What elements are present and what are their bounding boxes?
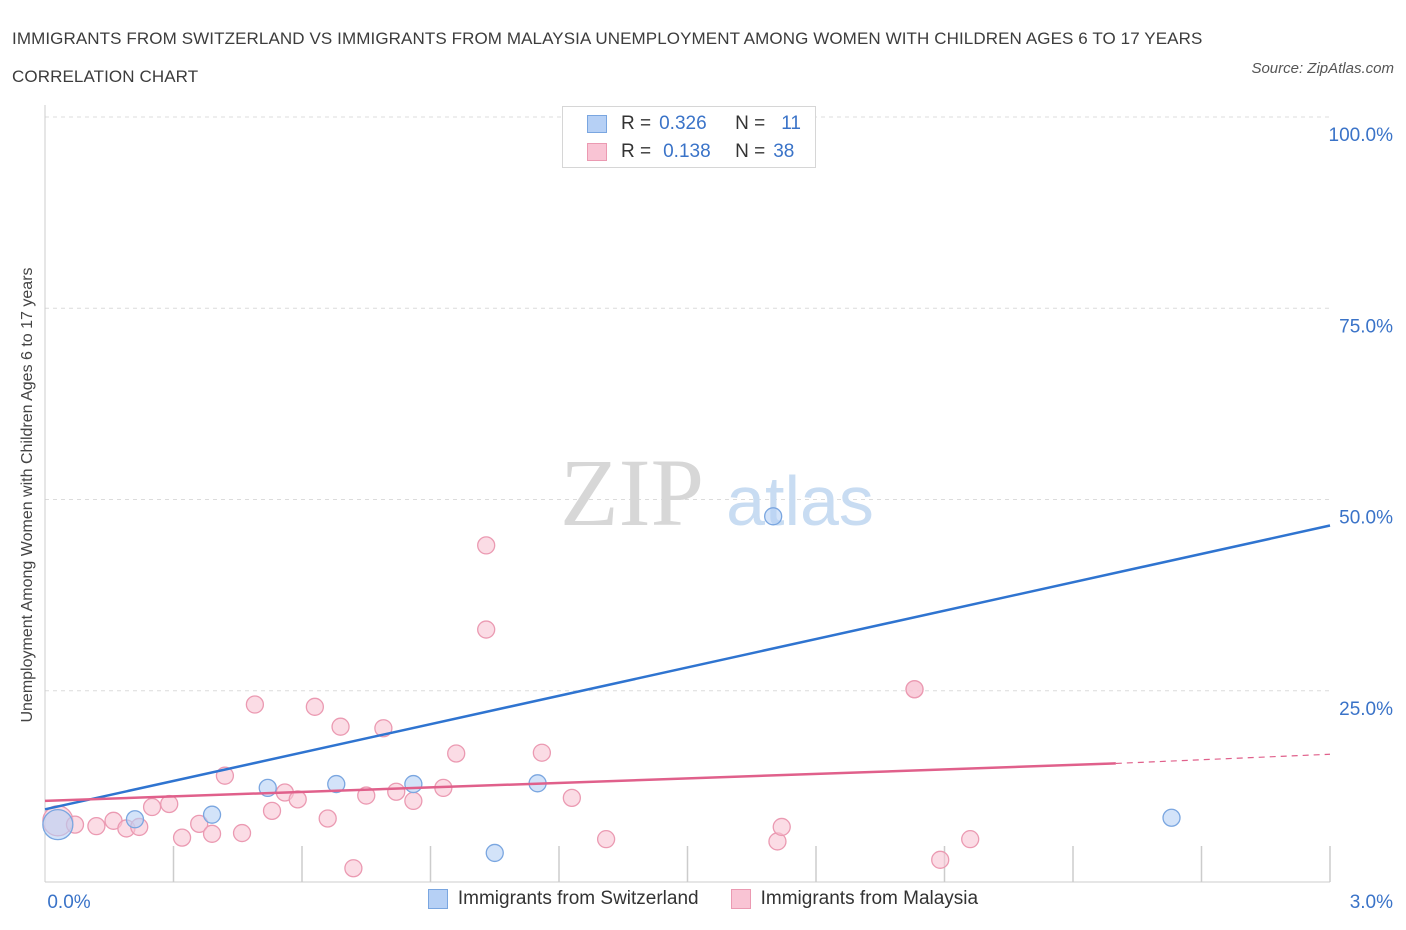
legend-row-malaysia: R = 0.138 N = 38 xyxy=(587,140,794,164)
point-malaysia xyxy=(447,744,466,763)
trend-lines xyxy=(44,524,1331,811)
point-malaysia xyxy=(232,823,252,843)
point-malaysia xyxy=(387,782,406,801)
y-tick-label: 75.0% xyxy=(1339,316,1393,337)
x-tick-label: 0.0% xyxy=(47,892,90,913)
watermark-atlas: atlas xyxy=(726,462,874,540)
legend-item-malaysia: Immigrants from Malaysia xyxy=(730,888,979,910)
legend-n-value: 38 xyxy=(773,141,795,162)
trend-line-malaysia-extension xyxy=(1115,753,1331,765)
point-malaysia xyxy=(772,817,791,837)
legend-n-label: N = xyxy=(735,113,766,134)
point-malaysia xyxy=(931,850,950,869)
legend-item-switzerland: Immigrants from Switzerland xyxy=(427,888,699,910)
legend-swatch-switzerland xyxy=(587,115,607,133)
point-malaysia xyxy=(961,830,980,849)
point-switzerland xyxy=(42,808,74,841)
point-malaysia xyxy=(344,859,363,878)
point-malaysia xyxy=(318,809,337,828)
point-malaysia xyxy=(905,680,924,699)
legend-n-label: N = xyxy=(735,141,766,162)
chart-title: IMMIGRANTS FROM SWITZERLAND VS IMMIGRANT… xyxy=(12,29,1203,86)
source-label: Source: ZipAtlas.com xyxy=(1251,60,1394,77)
point-malaysia xyxy=(172,828,192,847)
legend-r-value: 0.326 xyxy=(659,113,707,134)
trend-line-switzerland xyxy=(44,524,1331,811)
point-malaysia xyxy=(532,743,552,762)
point-switzerland xyxy=(764,507,783,526)
point-malaysia xyxy=(262,801,282,821)
point-malaysia xyxy=(477,620,496,639)
tick-labels: 25.0% 50.0% 75.0% 100.0% 0.0% 3.0% xyxy=(47,125,1393,913)
axes xyxy=(44,105,1331,883)
watermark: ZIP atlas xyxy=(560,439,874,546)
point-malaysia xyxy=(245,695,265,714)
grid-lines xyxy=(45,116,1330,692)
correlation-legend: R = 0.326 N = 11 R = 0.138 N = 38 xyxy=(562,106,816,168)
legend-swatch-malaysia xyxy=(730,889,751,909)
y-tick-label: 25.0% xyxy=(1339,699,1393,720)
point-malaysia xyxy=(202,824,222,843)
point-malaysia xyxy=(87,817,106,836)
legend-row-switzerland: R = 0.326 N = 11 xyxy=(587,112,801,136)
point-switzerland xyxy=(327,774,346,794)
point-malaysia xyxy=(190,814,209,834)
trend-line-malaysia xyxy=(44,762,1116,803)
point-malaysia xyxy=(357,786,376,805)
point-switzerland xyxy=(202,805,222,824)
point-malaysia xyxy=(562,788,581,807)
series-legend: Immigrants from Switzerland Immigrants f… xyxy=(0,888,1406,910)
legend-r-value: 0.138 xyxy=(663,141,711,162)
point-malaysia xyxy=(596,830,616,849)
point-malaysia xyxy=(305,697,325,716)
point-malaysia xyxy=(331,717,350,736)
point-malaysia xyxy=(404,791,423,811)
point-malaysia xyxy=(477,536,496,555)
point-switzerland xyxy=(485,843,504,863)
legend-r-label: R = xyxy=(621,141,652,162)
point-switzerland xyxy=(404,774,423,794)
point-switzerland xyxy=(125,810,145,829)
y-tick-label: 100.0% xyxy=(1329,125,1394,146)
point-malaysia xyxy=(142,797,162,817)
legend-label-malaysia: Immigrants from Malaysia xyxy=(760,888,979,909)
legend-r-label: R = xyxy=(621,113,652,134)
point-switzerland xyxy=(1162,808,1181,827)
legend-n-value: 11 xyxy=(781,113,801,134)
watermark-zip: ZIP xyxy=(560,439,704,546)
x-tick-label: 3.0% xyxy=(1350,892,1393,913)
y-tick-label: 50.0% xyxy=(1339,508,1393,529)
legend-label-switzerland: Immigrants from Switzerland xyxy=(457,888,699,909)
legend-swatch-malaysia xyxy=(587,143,607,161)
legend-swatch-switzerland xyxy=(427,889,448,909)
